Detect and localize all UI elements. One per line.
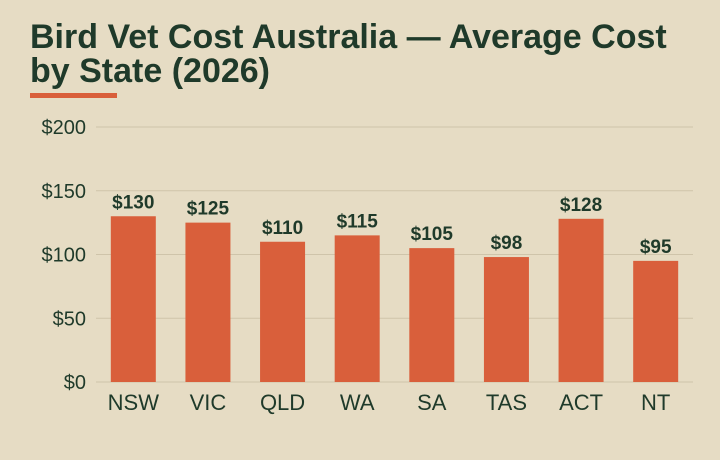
x-tick-label-nt: NT	[641, 390, 670, 415]
y-tick-label: $50	[53, 308, 86, 330]
data-label-qld: $110	[262, 218, 303, 239]
x-tick-label-wa: WA	[340, 390, 375, 415]
y-tick-label: $100	[42, 245, 87, 267]
bar-qld	[260, 241, 306, 382]
bar-act	[558, 218, 604, 382]
x-tick-label-vic: VIC	[190, 390, 227, 415]
data-label-sa: $105	[411, 224, 454, 245]
bar-wa	[334, 235, 380, 382]
x-tick-label-nsw: NSW	[108, 390, 160, 415]
x-tick-label-tas: TAS	[486, 390, 527, 415]
bar-nsw	[110, 216, 156, 382]
x-axis: NSW VIC QLD WA SA TAS ACT NT	[108, 390, 671, 415]
data-labels: $130 $125 $110 $115 $105 $98 $128 $95	[112, 192, 672, 258]
data-label-vic: $125	[187, 199, 230, 220]
bar-vic	[185, 222, 231, 382]
data-label-nsw: $130	[112, 192, 154, 213]
x-tick-label-sa: SA	[417, 390, 447, 415]
data-label-tas: $98	[491, 233, 523, 254]
data-label-nt: $95	[640, 237, 672, 258]
bar-tas	[483, 257, 529, 382]
bar-nt	[633, 260, 679, 382]
bars	[110, 216, 679, 382]
data-label-act: $128	[560, 195, 602, 216]
y-tick-label: $0	[64, 372, 86, 394]
y-tick-label: $150	[42, 181, 87, 203]
bar-sa	[409, 248, 455, 382]
x-tick-label-qld: QLD	[260, 390, 305, 415]
title-underline	[30, 93, 117, 98]
y-axis: $0 $50 $100 $150 $200	[42, 117, 87, 394]
chart-title: Bird Vet Cost Australia — Average Cost b…	[30, 18, 667, 90]
data-label-wa: $115	[337, 211, 379, 232]
x-tick-label-act: ACT	[559, 390, 603, 415]
y-tick-label: $200	[42, 117, 87, 139]
